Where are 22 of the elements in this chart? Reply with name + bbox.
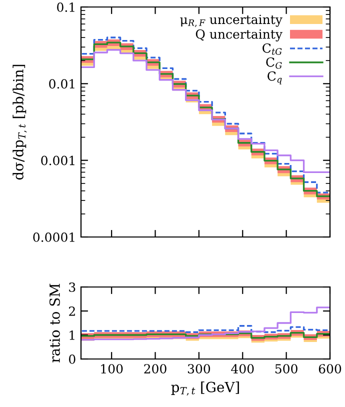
legend-label: Q uncertainty bbox=[196, 29, 282, 42]
y-axis-title: ratio to SM bbox=[49, 284, 60, 362]
y-tick-label: 2 bbox=[69, 306, 75, 316]
x-tick-label: 100 bbox=[101, 364, 123, 374]
x-axis-title: p$_{T,t}$ [GeV] bbox=[171, 382, 239, 396]
y-tick-label: 0.0001 bbox=[33, 232, 74, 242]
legend-label: C$_{tG}$ bbox=[262, 43, 282, 55]
y-tick-label: 3 bbox=[69, 282, 76, 292]
x-tick-label: 400 bbox=[231, 364, 254, 374]
y-tick-label: 0.1 bbox=[57, 2, 74, 12]
legend-label: μ$_{R,F}$ uncertainty bbox=[180, 14, 282, 28]
y-tick-label: 0.01 bbox=[49, 79, 74, 89]
x-tick-label: 600 bbox=[318, 364, 342, 374]
y-tick-label: 0 bbox=[69, 354, 76, 364]
y-tick-label: 1 bbox=[70, 330, 74, 340]
y-tick-label: 0.001 bbox=[41, 156, 74, 166]
legend-label: C$_{q}$ bbox=[268, 71, 282, 84]
x-tick-label: 300 bbox=[188, 364, 210, 374]
y-axis-title: dσ/dp$_{T,t}$ [pb/bin] bbox=[12, 64, 27, 180]
legend-label: C$_{G}$ bbox=[266, 57, 282, 69]
x-tick-label: 500 bbox=[275, 364, 298, 374]
x-tick-label: 200 bbox=[144, 364, 166, 374]
